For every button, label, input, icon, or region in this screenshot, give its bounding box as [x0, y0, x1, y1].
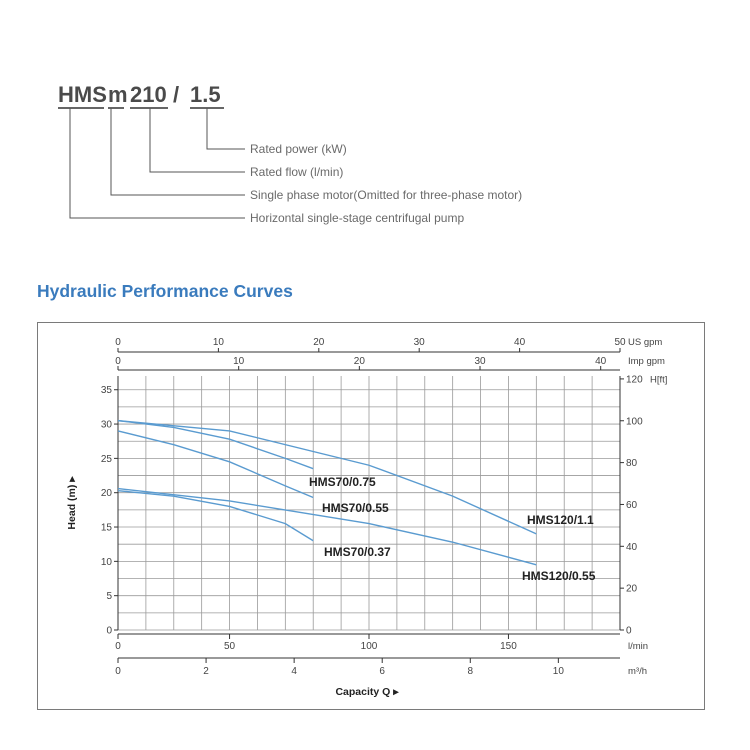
bottom-m3h-axis-tick-label: 4 — [291, 666, 297, 677]
x-axis-title: Capacity Q ▸ — [335, 686, 399, 698]
model-code-motor: m — [108, 82, 128, 107]
right-axis-tick-label: 120 — [626, 374, 643, 385]
top-impgpm-axis-tick-label: 20 — [354, 356, 366, 367]
right-axis-unit: H[ft] — [650, 374, 667, 385]
model-code-slash: / — [173, 82, 179, 107]
top-usgpm-axis-tick-label: 0 — [115, 337, 121, 348]
curve-label-hms70-0-37: HMS70/0.37 — [324, 545, 391, 559]
top-usgpm-axis-tick-label: 40 — [514, 337, 526, 348]
left-axis-tick-label: 20 — [101, 488, 113, 499]
bottom-m3h-axis-tick-label: 0 — [115, 666, 121, 677]
top-usgpm-axis-unit: US gpm — [628, 337, 662, 348]
bottom-m3h-axis-tick-label: 6 — [379, 666, 385, 677]
desc-rated-power: Rated power (kW) — [250, 142, 347, 156]
curve-label-hms70-0-75: HMS70/0.75 — [309, 475, 376, 489]
model-code-leaders — [69, 108, 245, 219]
top-impgpm-axis-unit: Imp gpm — [628, 356, 665, 367]
curve-hms70-0-75 — [117, 419, 314, 470]
curve-label-hms120-1-1: HMS120/1.1 — [527, 513, 594, 527]
left-axis-tick-label: 10 — [101, 557, 113, 568]
leader-series — [69, 108, 245, 219]
leader-flow — [149, 108, 245, 173]
bottom-lmin-axis-tick-label: 100 — [361, 641, 378, 652]
curve-hms120-0-55 — [117, 487, 537, 566]
top-usgpm-axis-tick-label: 20 — [313, 337, 325, 348]
curve-hms70-0-55 — [117, 430, 314, 499]
right-axis-tick-label: 40 — [626, 542, 638, 553]
curve-label-hms70-0-55: HMS70/0.55 — [322, 501, 389, 515]
y-axis-title-text: Head (m) ▸ — [66, 476, 78, 530]
top-impgpm-axis-tick-label: 0 — [115, 356, 121, 367]
left-axis-tick-label: 0 — [106, 626, 112, 637]
left-axis-tick-label: 15 — [101, 523, 113, 534]
curves — [117, 419, 537, 566]
curve-hms70-0-37 — [117, 489, 314, 542]
top-usgpm-axis-tick-label: 50 — [614, 337, 626, 348]
top-impgpm-axis-tick-label: 10 — [233, 356, 245, 367]
model-code-power: 1.5 — [190, 82, 221, 107]
desc-pump-type: Horizontal single-stage centrifugal pump — [250, 211, 464, 225]
bottom-m3h-axis-tick-label: 8 — [467, 666, 473, 677]
bottom-m3h-axis-unit: m³/h — [628, 666, 647, 677]
curve-hms120-1-1 — [117, 419, 537, 535]
top-impgpm-axis-tick-label: 30 — [474, 356, 486, 367]
section-title: Hydraulic Performance Curves — [37, 281, 293, 301]
left-axis-tick-label: 25 — [101, 454, 113, 465]
top-usgpm-axis-tick-label: 10 — [213, 337, 225, 348]
top-impgpm-axis-tick-label: 40 — [595, 356, 607, 367]
left-axis-tick-label: 30 — [101, 420, 113, 431]
model-code-diagram: HMS m 210 / 1.5 Rated power (kW) Rated f… — [58, 82, 522, 225]
model-code-series: HMS — [58, 82, 107, 107]
bottom-lmin-axis-unit: l/min — [628, 641, 648, 652]
curve-label-hms120-0-55: HMS120/0.55 — [522, 569, 596, 583]
top-usgpm-axis-tick-label: 30 — [414, 337, 426, 348]
y-axis-title: Head (m) ▸ — [66, 476, 78, 530]
right-axis-tick-label: 80 — [626, 458, 638, 469]
curve-labels: HMS70/0.75 HMS70/0.55 HMS70/0.37 HMS120/1.1… — [309, 475, 596, 583]
bottom-m3h-axis-tick-label: 10 — [553, 666, 565, 677]
right-axis-tick-label: 60 — [626, 500, 638, 511]
bottom-lmin-axis-tick-label: 150 — [500, 641, 517, 652]
leader-motor — [110, 108, 245, 196]
left-axis-tick-label: 5 — [106, 591, 112, 602]
bottom-m3h-axis-tick-label: 2 — [203, 666, 209, 677]
desc-rated-flow: Rated flow (l/min) — [250, 165, 343, 179]
chart-frame — [37, 322, 705, 710]
right-axis-tick-label: 100 — [626, 416, 643, 427]
right-axis-tick-label: 0 — [626, 626, 632, 637]
left-axis-tick-label: 35 — [101, 385, 113, 396]
leader-power — [206, 108, 245, 150]
grid — [117, 376, 621, 631]
right-axis-tick-label: 20 — [626, 584, 638, 595]
model-code-flow: 210 — [130, 82, 167, 107]
bottom-lmin-axis-tick-label: 50 — [224, 641, 236, 652]
bottom-lmin-axis-tick-label: 0 — [115, 641, 121, 652]
desc-single-phase: Single phase motor(Omitted for three-pha… — [250, 188, 522, 202]
